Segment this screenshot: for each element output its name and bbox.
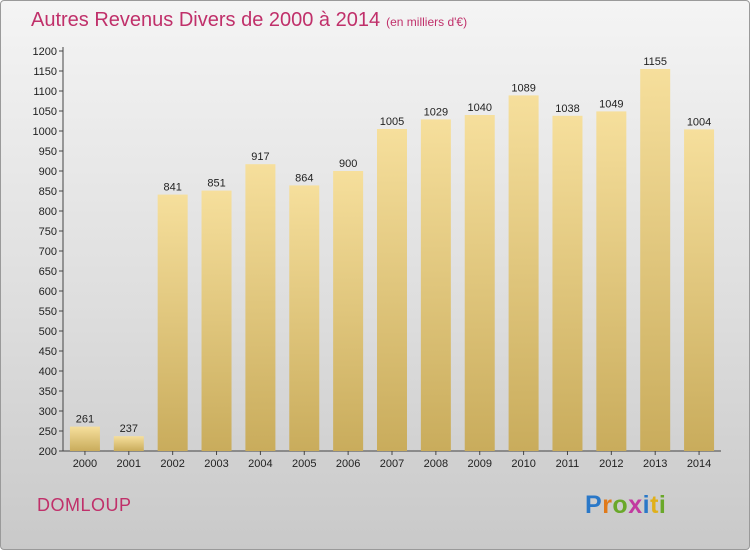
x-tick-label-2008: 2008 bbox=[424, 458, 448, 470]
x-tick-label-2000: 2000 bbox=[73, 458, 97, 470]
y-tick-label: 400 bbox=[39, 366, 57, 378]
chart-subtitle: (en milliers d'€) bbox=[386, 15, 468, 29]
y-tick-label: 850 bbox=[39, 186, 57, 198]
y-tick-label: 700 bbox=[39, 246, 57, 258]
commune-name: DOMLOUP bbox=[37, 495, 132, 515]
value-label-2002: 841 bbox=[163, 182, 181, 194]
proxiti-logo: Proxiti bbox=[585, 491, 667, 519]
value-label-2011: 1038 bbox=[555, 103, 579, 115]
bar-2007 bbox=[377, 129, 407, 451]
value-label-2006: 900 bbox=[339, 158, 357, 170]
value-label-2009: 1040 bbox=[467, 102, 491, 114]
y-tick-label: 250 bbox=[39, 426, 57, 438]
y-tick-label: 500 bbox=[39, 326, 57, 338]
bar-2009 bbox=[464, 115, 495, 451]
y-tick-label: 900 bbox=[39, 166, 57, 178]
y-tick-label: 300 bbox=[39, 406, 57, 418]
y-tick-label: 1100 bbox=[33, 86, 57, 98]
y-tick-label: 200 bbox=[39, 446, 57, 458]
x-tick-label-2012: 2012 bbox=[599, 458, 623, 470]
y-tick-label: 1200 bbox=[33, 46, 57, 58]
bar-2010 bbox=[508, 95, 539, 452]
x-tick-label-2007: 2007 bbox=[380, 458, 404, 470]
value-label-2013: 1155 bbox=[643, 56, 667, 68]
y-tick-label: 950 bbox=[39, 146, 57, 158]
value-label-2008: 1029 bbox=[424, 106, 448, 118]
value-label-2012: 1049 bbox=[599, 98, 623, 110]
chart-title: Autres Revenus Divers de 2000 à 2014 (en … bbox=[31, 9, 468, 31]
bar-2003 bbox=[201, 190, 232, 451]
x-tick-label-2010: 2010 bbox=[511, 458, 535, 470]
bar-2014 bbox=[684, 129, 715, 451]
value-label-2014: 1004 bbox=[687, 116, 711, 128]
value-label-2010: 1089 bbox=[511, 82, 535, 94]
x-tick-label-2001: 2001 bbox=[117, 458, 141, 470]
bar-2005 bbox=[289, 185, 320, 451]
y-tick-label: 1000 bbox=[33, 126, 57, 138]
x-tick-label-2002: 2002 bbox=[160, 458, 184, 470]
x-tick-label-2009: 2009 bbox=[467, 458, 491, 470]
bar-2004 bbox=[245, 164, 276, 451]
y-tick-label: 800 bbox=[39, 206, 57, 218]
value-label-2001: 237 bbox=[120, 423, 138, 435]
y-tick-label: 750 bbox=[39, 226, 57, 238]
x-tick-label-2003: 2003 bbox=[204, 458, 228, 470]
y-tick-label: 450 bbox=[39, 346, 57, 358]
bar-2012 bbox=[596, 111, 627, 452]
x-tick-label-2011: 2011 bbox=[556, 458, 580, 470]
x-tick-label-2005: 2005 bbox=[292, 458, 316, 470]
y-tick-label: 350 bbox=[39, 386, 57, 398]
bar-2000 bbox=[69, 426, 100, 451]
value-label-2000: 261 bbox=[76, 414, 94, 426]
bar-2008 bbox=[420, 119, 451, 452]
bar-2001 bbox=[113, 436, 144, 451]
x-tick-label-2006: 2006 bbox=[336, 458, 360, 470]
x-tick-label-2013: 2013 bbox=[643, 458, 667, 470]
value-label-2005: 864 bbox=[295, 172, 313, 184]
y-tick-label: 550 bbox=[39, 306, 57, 318]
x-tick-label-2014: 2014 bbox=[687, 458, 711, 470]
x-tick-label-2004: 2004 bbox=[248, 458, 272, 470]
bar-2013 bbox=[640, 69, 671, 451]
bar-2002 bbox=[157, 194, 188, 451]
value-label-2004: 917 bbox=[251, 151, 269, 163]
y-tick-label: 650 bbox=[39, 266, 57, 278]
value-label-2003: 851 bbox=[207, 178, 225, 190]
y-tick-label: 600 bbox=[39, 286, 57, 298]
bar-2006 bbox=[333, 171, 364, 451]
y-tick-label: 1050 bbox=[33, 106, 57, 118]
value-label-2007: 1005 bbox=[380, 116, 404, 128]
y-tick-label: 1150 bbox=[33, 66, 57, 78]
bar-2011 bbox=[552, 115, 583, 452]
